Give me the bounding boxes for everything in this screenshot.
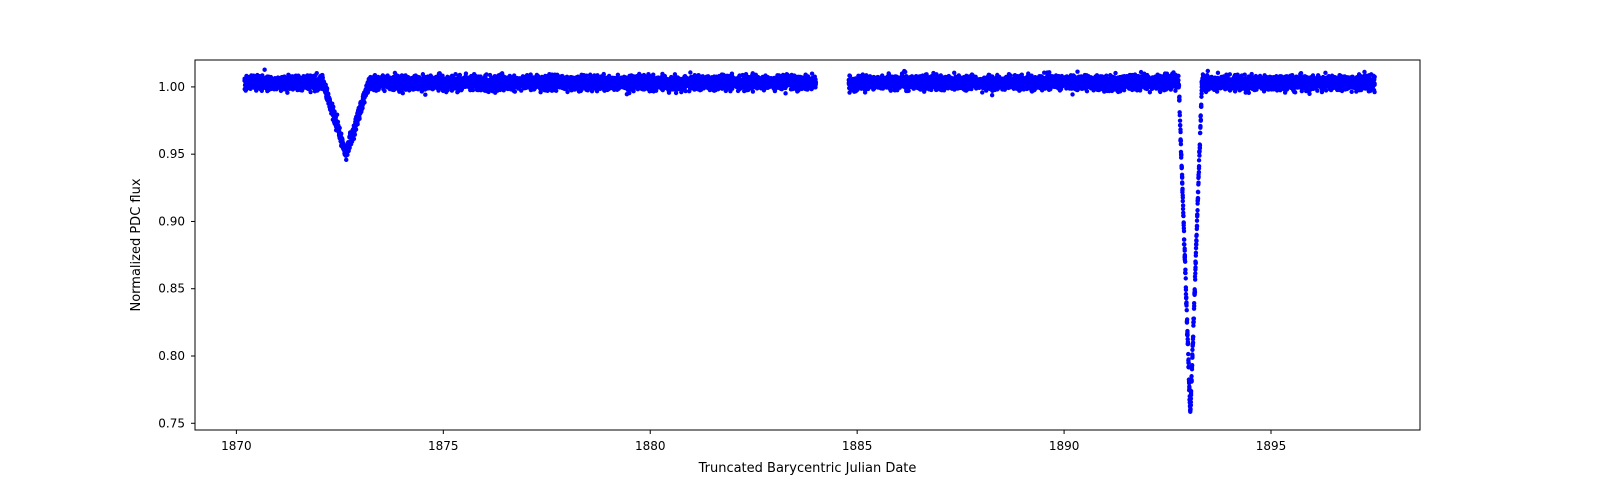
x-tick-label: 1885 bbox=[842, 439, 873, 453]
data-point bbox=[331, 105, 335, 109]
data-point bbox=[616, 73, 620, 77]
y-tick-label: 0.75 bbox=[158, 416, 185, 430]
y-tick-label: 0.80 bbox=[158, 349, 185, 363]
data-point bbox=[326, 92, 330, 96]
data-point bbox=[464, 71, 468, 75]
data-point bbox=[565, 90, 569, 94]
data-point bbox=[382, 89, 386, 93]
x-tick-label: 1890 bbox=[1049, 439, 1080, 453]
lightcurve-chart: 1870 1875 1880 1885 1890 1895 0.75 0.80 0.85 0.90… bbox=[0, 0, 1600, 500]
data-point bbox=[401, 91, 405, 95]
data-point bbox=[355, 122, 359, 126]
data-point bbox=[357, 117, 361, 121]
data-point bbox=[688, 70, 692, 74]
data-point bbox=[337, 126, 341, 130]
x-axis-label: Truncated Barycentric Julian Date bbox=[698, 461, 917, 476]
x-tick-label: 1875 bbox=[428, 439, 459, 453]
y-axis-label: Normalized PDC flux bbox=[129, 178, 144, 311]
y-tick-label: 0.85 bbox=[158, 282, 185, 296]
x-tick-label: 1880 bbox=[635, 439, 666, 453]
chart-svg: 1870 1875 1880 1885 1890 1895 0.75 0.80 0.85 0.90… bbox=[0, 0, 1600, 500]
data-point bbox=[315, 71, 319, 75]
data-point bbox=[353, 132, 357, 136]
data-point bbox=[513, 89, 517, 93]
x-tick-label: 1870 bbox=[221, 439, 252, 453]
x-tick-label: 1895 bbox=[1256, 439, 1287, 453]
data-point bbox=[308, 90, 312, 94]
data-point bbox=[354, 127, 358, 131]
data-point bbox=[344, 158, 348, 162]
data-point bbox=[631, 89, 635, 93]
data-point bbox=[285, 90, 289, 94]
data-point bbox=[362, 100, 366, 104]
y-tick-label: 1.00 bbox=[158, 80, 185, 94]
y-tick-label: 0.90 bbox=[158, 214, 185, 228]
data-point bbox=[335, 112, 339, 116]
data-point bbox=[325, 87, 329, 91]
data-point bbox=[751, 89, 755, 93]
data-point bbox=[352, 137, 356, 141]
data-point bbox=[554, 89, 558, 93]
data-point bbox=[423, 92, 427, 96]
data-point bbox=[262, 68, 266, 72]
y-tick-label: 0.95 bbox=[158, 147, 185, 161]
data-point bbox=[360, 106, 364, 110]
